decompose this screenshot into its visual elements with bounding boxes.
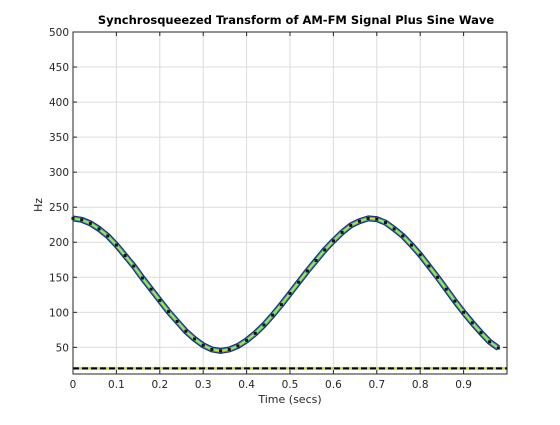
ridge-point xyxy=(158,298,162,302)
ridge-point xyxy=(175,319,179,323)
ridge-point xyxy=(462,310,466,314)
ridge-point xyxy=(201,343,205,347)
x-tick-label: 0.1 xyxy=(108,379,125,391)
y-tick-label: 450 xyxy=(49,62,69,74)
ridge-point xyxy=(410,243,414,247)
ridge-point xyxy=(305,269,309,273)
ridge-point xyxy=(453,299,457,303)
ridge-point xyxy=(297,280,301,284)
ridge-point xyxy=(349,223,353,227)
ridge-point xyxy=(184,329,188,333)
ridge-point xyxy=(132,264,136,268)
ridge-point xyxy=(383,221,387,225)
am-fm-ridge-core xyxy=(72,217,499,352)
y-tick-label: 300 xyxy=(49,167,69,179)
ridge-point xyxy=(479,331,483,335)
x-tick-label: 0.2 xyxy=(151,379,168,391)
grid xyxy=(72,31,507,374)
ridge-point xyxy=(80,218,84,222)
y-tick-label: 150 xyxy=(49,272,69,284)
ridge-point xyxy=(97,227,101,231)
ridge-point xyxy=(288,291,292,295)
ridge-point xyxy=(193,337,197,341)
ridge-point xyxy=(340,230,344,234)
ridge-point xyxy=(436,275,440,279)
x-tick-label: 0.7 xyxy=(368,379,385,391)
ridge-point xyxy=(357,219,361,223)
ridge-point xyxy=(366,216,370,220)
y-tick-label: 400 xyxy=(49,97,69,109)
ridge-point xyxy=(88,221,92,225)
ridge-point xyxy=(444,287,448,291)
y-tick-label: 200 xyxy=(49,237,69,249)
x-tick-label: 0.8 xyxy=(412,379,429,391)
ridge-point xyxy=(106,234,110,238)
x-tick-label: 0.9 xyxy=(455,379,472,391)
ridge-point xyxy=(314,258,318,262)
y-tick-label: 100 xyxy=(49,307,69,319)
am-fm-ridge-outer xyxy=(72,215,501,354)
y-axis-label: Hz xyxy=(32,198,45,212)
y-tick-label: 250 xyxy=(49,202,69,214)
ridge-point xyxy=(149,287,153,291)
ridge-point xyxy=(488,340,492,344)
x-tick-label: 0.6 xyxy=(325,379,342,391)
ridge-point xyxy=(392,227,396,231)
plot-data xyxy=(71,215,507,370)
ridge-point xyxy=(123,254,127,258)
ridge-point xyxy=(331,239,335,243)
ridge-point xyxy=(140,276,144,280)
x-tick-label: 0.4 xyxy=(238,379,255,391)
ridge-point xyxy=(227,347,231,351)
y-tick-label: 350 xyxy=(49,132,69,144)
ridge-point xyxy=(496,346,500,350)
ridge-point xyxy=(210,347,214,351)
x-axis-label: Time (secs) xyxy=(257,393,321,406)
ridge-point xyxy=(323,248,327,252)
ridge-point xyxy=(279,303,283,307)
ridge-point xyxy=(427,264,431,268)
y-tick-label: 500 xyxy=(49,27,69,39)
ridge-point xyxy=(166,310,170,314)
ridge-point xyxy=(114,243,118,247)
x-tick-label: 0.5 xyxy=(282,379,299,391)
ridge-point xyxy=(262,323,266,327)
ridge-point xyxy=(401,234,405,238)
ridge-point xyxy=(236,344,240,348)
x-tick-label: 0.3 xyxy=(195,379,212,391)
ridge-point xyxy=(418,253,422,257)
x-tick-label: 0 xyxy=(70,379,77,391)
ridge-point xyxy=(253,331,257,335)
ridge-point xyxy=(219,349,223,353)
ridge-point xyxy=(375,217,379,221)
y-tick-label: 50 xyxy=(56,342,69,354)
ridge-point xyxy=(271,313,275,317)
chart-title: Synchrosqueezed Transform of AM-FM Signa… xyxy=(98,13,495,27)
am-fm-ridge-inner xyxy=(72,216,500,353)
ridge-point xyxy=(470,321,474,325)
tick-labels: 0 0.1 0.2 0.3 0.4 0.5 0.6 0.7 0.8 0.9 50 100 150 200 2… xyxy=(49,27,472,391)
axes xyxy=(72,31,508,375)
ridge-point xyxy=(245,338,249,342)
axes-box xyxy=(72,31,508,375)
